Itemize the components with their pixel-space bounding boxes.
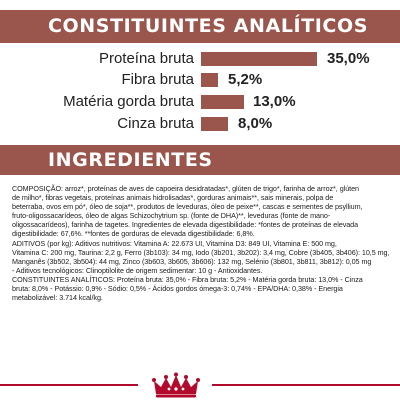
nutrient-value: 35,0% xyxy=(327,50,370,67)
nutrient-label: Fibra bruta xyxy=(121,71,194,88)
nutrient-row-fat: Matéria gorda bruta 13,0% xyxy=(0,91,400,113)
nutrient-bar xyxy=(201,95,244,109)
crown-icon xyxy=(152,372,200,398)
section-header-analiticos: CONSTITUINTES ANALÍTICOS xyxy=(0,10,400,43)
nutrient-value: 13,0% xyxy=(253,93,296,110)
nutrient-label: Cinza bruta xyxy=(117,115,194,132)
nutrient-value: 8,0% xyxy=(238,115,273,132)
ingredients-line: ADITIVOS (por kg): Aditivos nutritivos: … xyxy=(12,238,337,248)
ingredients-line: - Aditivos tecnológicos: Clinoptilolite … xyxy=(12,265,263,275)
section-header-ingredientes: INGREDIENTES xyxy=(0,145,400,175)
ingredients-line: Vitamina C: 200 mg, Taurina: 2,2 g, Ferr… xyxy=(12,247,390,257)
section-title: CONSTITUINTES ANALÍTICOS xyxy=(48,15,369,37)
section-title: INGREDIENTES xyxy=(48,149,213,171)
nutrient-bar xyxy=(201,73,218,87)
nutrient-label: Matéria gorda bruta xyxy=(63,93,194,110)
nutrient-label: Proteína bruta xyxy=(98,50,194,67)
nutrient-row-protein: Proteína bruta 35,0% xyxy=(0,48,400,70)
nutrient-row-ash: Cinza bruta 8,0% xyxy=(0,113,400,135)
logo-rule-right xyxy=(212,384,400,386)
ingredients-line: CONSTITUINTES ANALÍTICOS: Proteína bruta… xyxy=(12,274,363,284)
ingredients-line: fruto-oligossacarídeos, óleo de algas Sc… xyxy=(12,211,331,221)
brand-logo xyxy=(0,372,400,400)
ingredients-line: COMPOSIÇÃO: arroz*, proteínas de aves de… xyxy=(12,184,359,193)
nutrient-bar xyxy=(201,117,228,131)
ingredients-line: bruta: 8,0% - Potássio: 0,9% - Sódio: 0,… xyxy=(12,284,343,294)
nutrient-value: 5,2% xyxy=(228,71,263,88)
ingredients-line: metabolizável: 3.714 kcal/kg. xyxy=(12,293,103,303)
ingredients-line: beterraba, ovos em pó*, óleo de soja**, … xyxy=(12,202,363,212)
ingredients-text: COMPOSIÇÃO: arroz*, proteínas de aves de… xyxy=(12,184,392,302)
nutrient-row-fiber: Fibra bruta 5,2% xyxy=(0,69,400,91)
logo-rule-left xyxy=(0,384,138,386)
ingredients-line: Manganês (3b502, 3b504): 44 mg, Zinco (3… xyxy=(12,256,372,266)
ingredients-line: digestibilidade: 67,6%. **fontes de gord… xyxy=(12,229,255,239)
nutrient-bar xyxy=(201,52,317,66)
ingredients-line: oligossacarídeos), farinha de tagetes. I… xyxy=(12,220,359,230)
ingredients-line: de milho*, fibras vegetais, proteínas an… xyxy=(12,193,334,203)
